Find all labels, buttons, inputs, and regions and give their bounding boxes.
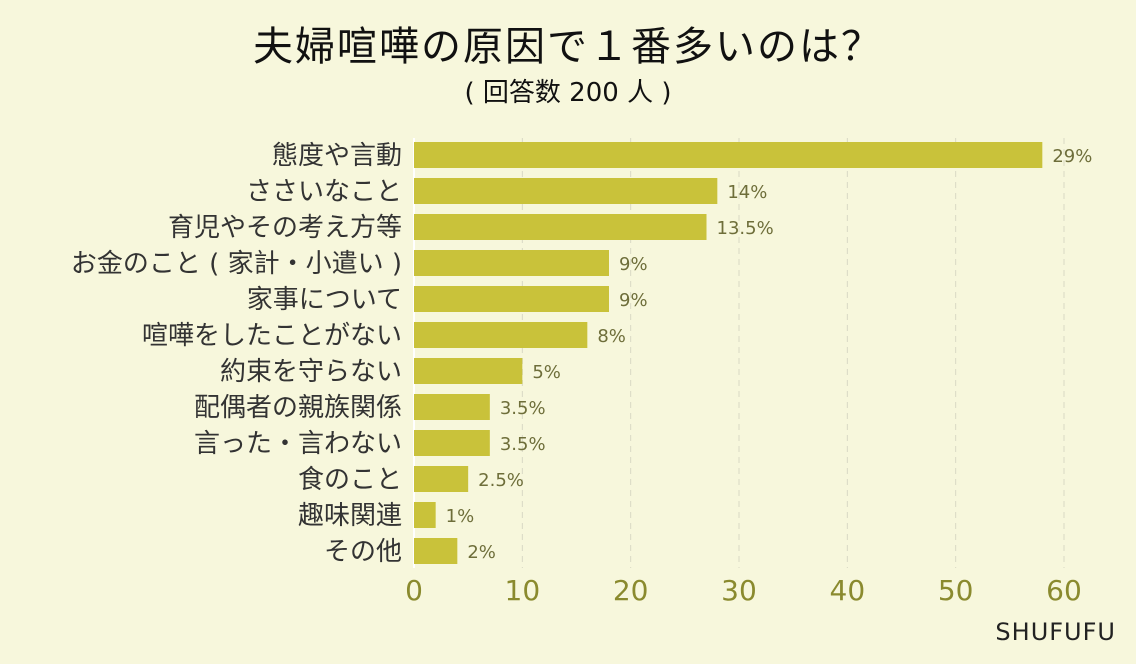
x-tick-label: 20 [613,574,649,607]
category-label: 言った・言わない [194,429,402,459]
category-label: 態度や言動 [272,141,402,171]
data-label: 9% [619,254,648,275]
bar [414,250,609,276]
bar [414,466,469,492]
brand-logo-text: SHUFUFU [995,618,1116,646]
bar [414,358,523,384]
bar [414,286,609,312]
category-label: 喧嘩をしたことがない [142,321,402,351]
chart-subtitle: ( 回答数 200 人 ) [464,78,672,108]
bar [414,214,707,240]
bar [414,394,490,420]
data-label: 9% [619,290,648,311]
bar [414,430,490,456]
bar [414,538,458,564]
x-tick-label: 0 [405,574,423,607]
x-tick-label: 30 [721,574,757,607]
category-label: 約束を守らない [220,357,402,387]
data-label: 2.5% [478,470,524,491]
bar [414,178,718,204]
data-label: 3.5% [500,434,546,455]
data-label: 3.5% [500,398,546,419]
category-label: 家事について [247,285,402,315]
data-label: 2% [467,542,496,563]
bar [414,322,588,348]
x-tick-label: 50 [938,574,974,607]
category-label: その他 [324,537,402,567]
x-tick-label: 10 [505,574,541,607]
category-label: 配偶者の親族関係 [194,393,402,423]
data-label: 29% [1052,146,1092,167]
data-label: 5% [532,362,561,383]
x-axis-ticks: 0 10 20 30 40 50 60 [405,574,1082,607]
bars [414,142,1043,564]
bar [414,142,1043,168]
bar [414,502,436,528]
category-label: ささいなこと [246,177,402,207]
data-label: 13.5% [717,218,774,239]
data-label: 1% [446,506,475,527]
category-label: お金のこと ( 家計・小遣い ) [71,249,402,279]
data-label: 14% [727,182,767,203]
category-label: 食のこと [298,465,402,495]
grid-lines [413,138,1065,568]
chart-title: 夫婦喧嘩の原因で１番多いのは？ [253,24,883,70]
x-tick-label: 40 [830,574,866,607]
data-label: 8% [597,326,626,347]
x-tick-label: 60 [1046,574,1082,607]
category-label: 趣味関連 [298,501,402,531]
category-label: 育児やその考え方等 [168,213,402,243]
data-labels: 29% 14% 13.5% 9% 9% 8% 5% 3.5% 3.5% 2.5%1% 2% [446,146,1093,563]
